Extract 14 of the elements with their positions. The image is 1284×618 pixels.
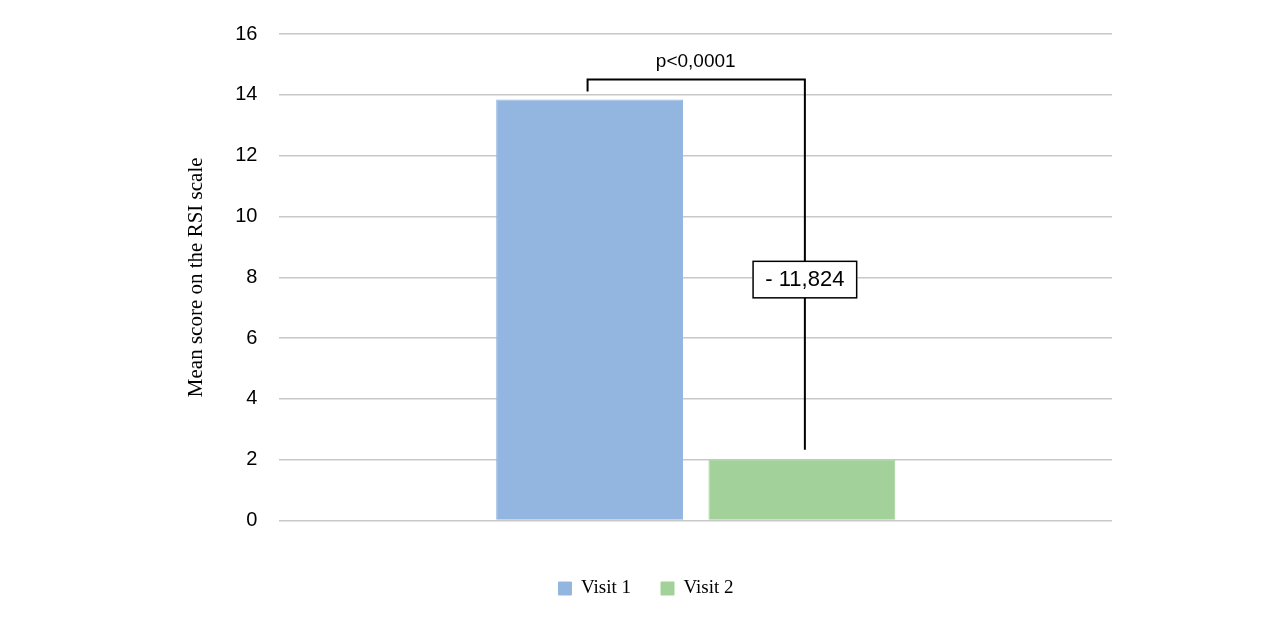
y-tick-label: 16 [235, 21, 258, 44]
y-tick-label: 4 [246, 386, 258, 409]
y-tick-label: 12 [235, 143, 258, 166]
y-tick-label: 10 [235, 203, 258, 226]
annotation: - 11,824 [765, 266, 845, 292]
y-tick-label: 0 [246, 508, 258, 531]
y-tick-label: 6 [246, 325, 258, 348]
y-tick-label: 8 [246, 264, 258, 287]
y-tick-label: 14 [235, 82, 258, 105]
y-axis-title: Mean score on the RSI scale [183, 157, 208, 398]
annotation: p<0,0001 [655, 50, 736, 72]
legend-label: Visit 2 [683, 576, 734, 598]
y-tick-label: 2 [246, 447, 258, 470]
legend-label: Visit 1 [580, 576, 631, 598]
